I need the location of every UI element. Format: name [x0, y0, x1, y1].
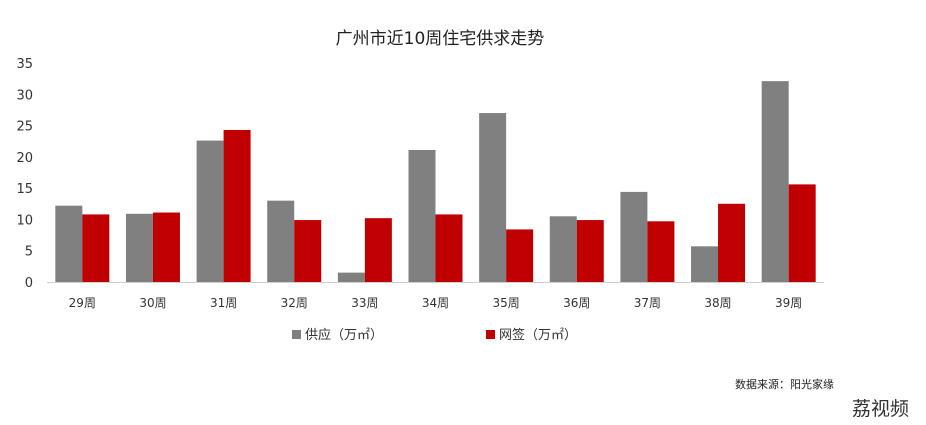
y-tick-label: 10 — [16, 213, 33, 228]
x-tick-label: 39周 — [775, 296, 802, 310]
bar-supply — [125, 213, 153, 282]
y-tick-label: 5 — [25, 245, 33, 260]
x-tick-label: 35周 — [492, 296, 519, 310]
bar-signed — [788, 184, 816, 282]
x-tick-label: 33周 — [351, 296, 378, 310]
bar-supply — [549, 216, 577, 282]
data-source-note: 数据来源：阳光家缘 — [735, 378, 834, 391]
bar-signed — [435, 214, 463, 282]
bar-supply — [408, 149, 436, 282]
bar-signed — [576, 220, 604, 282]
x-tick-label: 32周 — [281, 296, 308, 310]
watermark: 荔视频 — [852, 398, 910, 420]
legend: 供应（万㎡） 网签（万㎡） — [0, 324, 926, 346]
x-tick-label: 34周 — [422, 296, 449, 310]
bar-signed — [364, 218, 392, 282]
bar-signed — [506, 229, 534, 282]
legend-label-supply: 供应（万㎡） — [305, 328, 384, 343]
y-tick-label: 25 — [16, 120, 33, 135]
bar-supply — [337, 272, 365, 282]
y-tick-label: 20 — [16, 151, 33, 166]
bar-signed — [223, 129, 251, 282]
legend-swatch-signed — [486, 330, 495, 339]
y-axis: 0 5 10 15 20 25 30 35 — [16, 57, 33, 291]
y-tick-label: 30 — [16, 88, 33, 103]
x-tick-label: 37周 — [634, 296, 661, 310]
bar-supply — [479, 113, 507, 282]
legend-label-signed: 网签（万㎡） — [499, 328, 578, 343]
x-tick-label: 31周 — [210, 296, 237, 310]
bar-supply — [196, 140, 224, 282]
bar-signed — [718, 203, 746, 282]
y-tick-label: 0 — [25, 276, 33, 291]
bar-supply — [761, 81, 789, 282]
x-tick-label: 38周 — [704, 296, 731, 310]
bar-signed — [82, 214, 110, 282]
bar-supply — [620, 191, 648, 282]
bar-series — [55, 81, 816, 282]
legend-item-supply: 供应（万㎡） — [292, 324, 383, 343]
bar-signed — [647, 221, 675, 282]
bar-signed — [152, 212, 180, 282]
y-tick-label: 15 — [16, 182, 33, 197]
x-tick-label: 30周 — [139, 296, 166, 310]
chart-title: 广州市近10周住宅供求走势 — [335, 29, 545, 49]
x-tick-label: 29周 — [69, 296, 96, 310]
y-tick-label: 35 — [16, 57, 33, 72]
legend-item-signed: 网签（万㎡） — [486, 324, 577, 343]
bar-supply — [267, 200, 295, 282]
bar-supply — [55, 205, 83, 282]
x-tick-label: 36周 — [563, 296, 590, 310]
bar-signed — [294, 220, 322, 282]
x-axis: 29周 30周 31周 32周 33周 34周 35周 36周 37周 38周 39周 — [69, 296, 803, 310]
bar-supply — [691, 246, 719, 282]
legend-swatch-supply — [292, 330, 301, 339]
